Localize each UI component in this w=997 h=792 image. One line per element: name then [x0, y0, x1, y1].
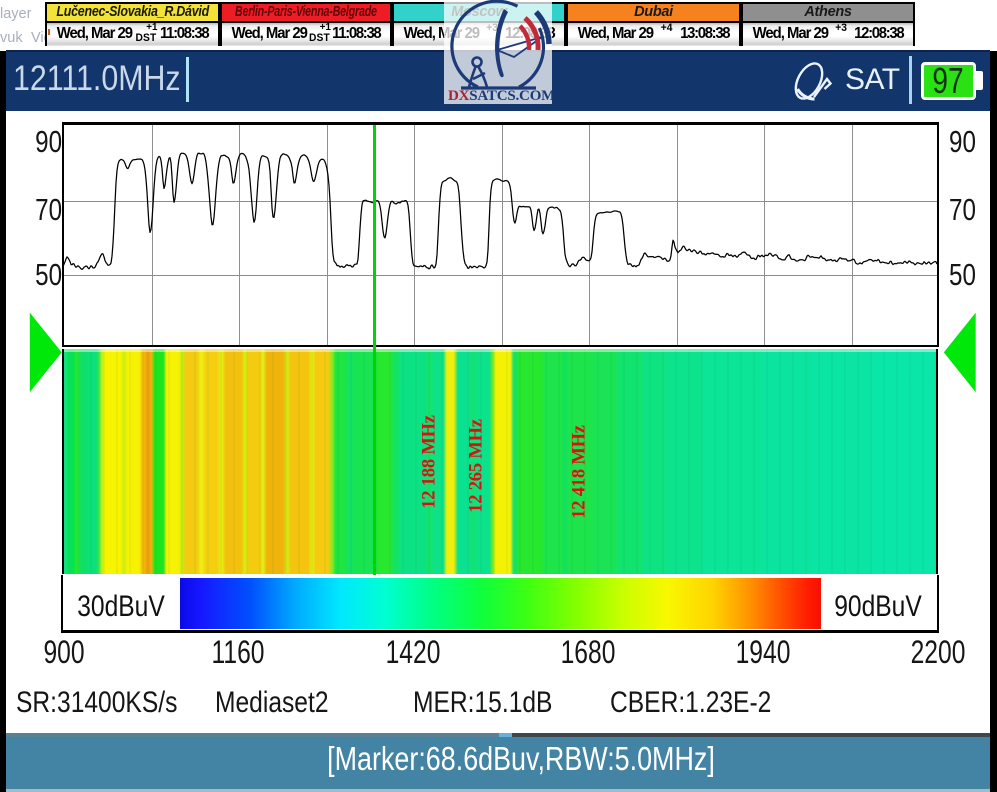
svg-text:DXSATCS.COM: DXSATCS.COM [448, 88, 552, 104]
